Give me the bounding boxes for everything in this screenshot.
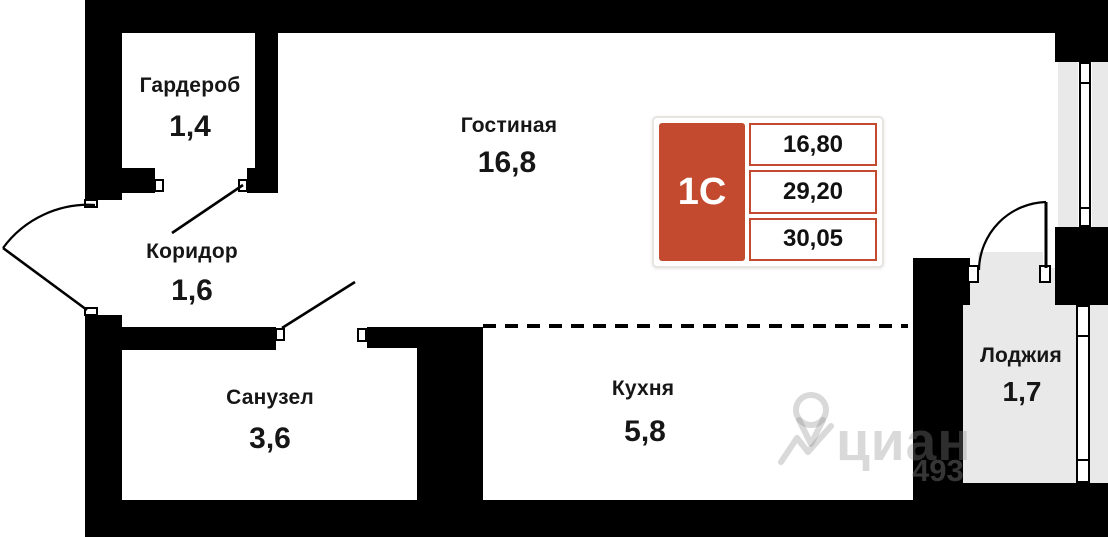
room-name-living: Гостиная — [460, 114, 558, 137]
apartment-type-badge: 1С — [659, 123, 745, 261]
room-area-kitchen: 5,8 — [624, 415, 666, 448]
loggia-door-arc — [977, 200, 1047, 271]
wall-top — [85, 0, 1057, 33]
info-row-total-area: 30,05 — [749, 217, 877, 261]
jamb-bathroom-right — [357, 328, 367, 342]
entrance-door-leaf — [2, 246, 88, 312]
room-name-kitchen: Кухня — [611, 377, 675, 400]
room-label-bathroom: Санузел — [226, 386, 314, 410]
room-label-wardrobe: Гардероб — [140, 74, 241, 98]
loggia-floor-main — [963, 305, 1078, 483]
room-label-corridor: Коридор — [146, 240, 238, 264]
jamb-entrance-bottom — [84, 307, 98, 316]
room-area-bathroom: 3,6 — [249, 422, 291, 455]
wall-left-upper — [85, 0, 122, 200]
room-area-corridor: 1,6 — [171, 274, 213, 307]
window-strip-outer-top — [1058, 62, 1078, 227]
apartment-info-card: 1С 16,80 29,20 30,05 — [652, 116, 884, 268]
wall-wardrobe-right-foot — [247, 168, 278, 193]
room-area-living: 16,8 — [477, 146, 537, 179]
jamb-entrance-top — [84, 199, 98, 208]
apartment-areas-list: 16,80 29,20 30,05 — [749, 123, 877, 261]
wardrobe-door-leaf — [171, 183, 244, 235]
room-name-corridor: Коридор — [146, 240, 238, 263]
window-pane-loggia — [1076, 305, 1090, 483]
window-pane-divider — [1078, 459, 1088, 461]
wall-right-mid-block — [1055, 227, 1108, 305]
room-name-loggia: Лоджия — [980, 344, 1062, 367]
window-strip-inner-top — [1092, 62, 1108, 227]
wall-top-right-corner — [1055, 0, 1108, 62]
wall-bathroom-top-right — [367, 327, 483, 348]
room-label-living: Гостиная — [461, 114, 558, 138]
wall-wardrobe-bottom — [122, 168, 155, 193]
wall-shaft-column — [417, 348, 483, 500]
jamb-bathroom-left — [275, 328, 285, 341]
window-strip-outer-loggia — [1090, 305, 1108, 483]
jamb-wardrobe-left — [154, 179, 164, 192]
jamb-loggia-left — [967, 265, 979, 283]
window-pane-top — [1079, 62, 1091, 227]
room-label-kitchen: Кухня — [612, 377, 674, 401]
window-pane-divider — [1081, 207, 1089, 209]
room-label-loggia: Лоджия — [980, 344, 1062, 368]
entrance-door-arc — [2, 203, 96, 249]
wall-wardrobe-right — [255, 33, 278, 180]
wall-corridor-bottom — [122, 327, 276, 350]
room-area-wardrobe: 1,4 — [169, 110, 211, 143]
room-name-wardrobe: Гардероб — [139, 74, 241, 97]
wall-kitchen-loggia — [913, 258, 970, 500]
room-name-bathroom: Санузел — [226, 386, 314, 409]
room-area-loggia: 1,7 — [1002, 376, 1042, 407]
wall-bottom — [85, 500, 970, 537]
window-pane-divider — [1081, 82, 1089, 84]
window-pane-divider — [1078, 335, 1088, 337]
info-row-living-area: 16,80 — [749, 123, 877, 167]
wall-bottom-right-block — [963, 483, 1108, 537]
bathroom-door-leaf — [281, 280, 356, 330]
info-row-area-without-balcony: 29,20 — [749, 170, 877, 214]
